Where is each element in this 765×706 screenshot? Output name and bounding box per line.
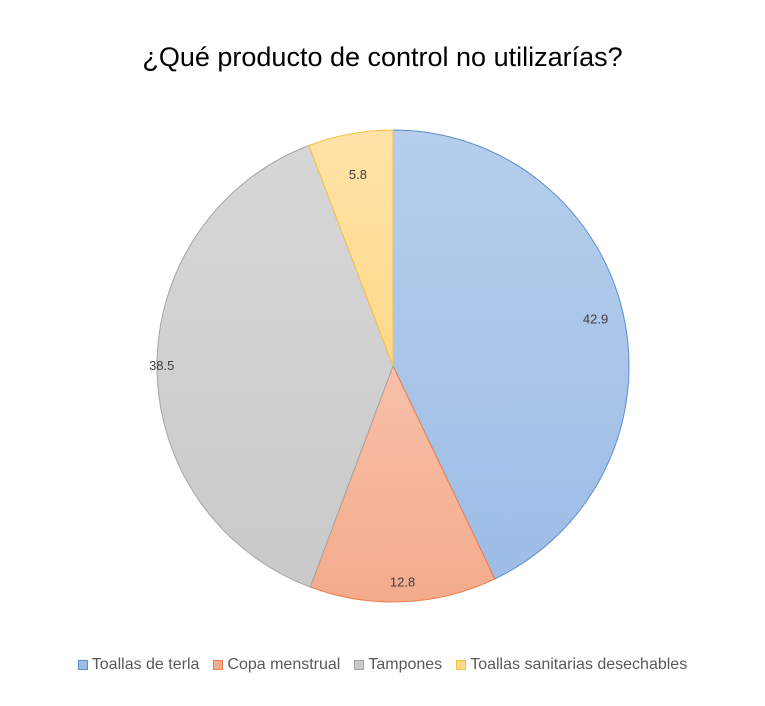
legend-item-2: Copa menstrual	[213, 656, 340, 674]
legend-swatch	[213, 660, 224, 670]
legend-label: Toallas de terla	[91, 656, 200, 673]
slice-data-label-4: 5.8	[349, 167, 367, 182]
legend-swatch	[77, 660, 88, 670]
slice-data-label-2: 12.8	[390, 574, 415, 589]
chart-title: ¿Qué producto de control no utilizarías?	[142, 42, 623, 72]
slice-data-label-3: 38.5	[149, 358, 174, 373]
legend-label: Tampones	[368, 656, 443, 673]
slice-data-label-1: 42.9	[583, 311, 608, 326]
legend-label: Copa menstrual	[227, 656, 341, 673]
pie-slice-3	[156, 144, 394, 588]
legend-item-3: Tampones	[354, 656, 442, 674]
pie-slice-1	[392, 129, 630, 580]
legend-swatch	[354, 660, 365, 670]
legend: Toallas de terla Copa menstrual Tampones To…	[0, 656, 765, 674]
pie-slice-2	[309, 364, 496, 603]
pie-slice-4	[308, 129, 394, 367]
legend-item-1: Toallas de terla	[77, 656, 200, 674]
legend-label: Toallas sanitarias desechables	[470, 656, 688, 673]
legend-swatch	[456, 660, 467, 670]
legend-item-4: Toallas sanitarias desechables	[456, 656, 687, 674]
